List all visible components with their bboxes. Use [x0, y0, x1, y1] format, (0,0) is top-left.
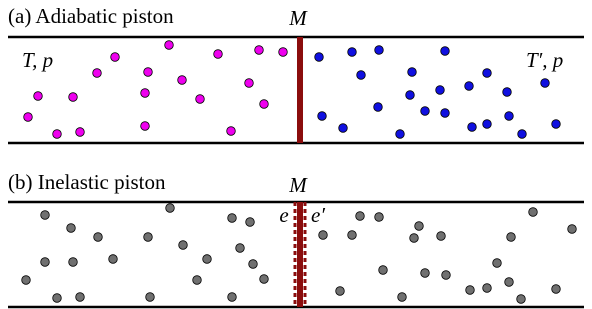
restitution-label: e: [279, 203, 288, 227]
particle: [144, 233, 153, 242]
piston: [297, 37, 303, 143]
particle: [375, 213, 384, 222]
particle: [260, 275, 269, 284]
particle: [468, 123, 477, 132]
particle: [336, 287, 345, 296]
particle: [69, 93, 78, 102]
particle: [421, 269, 430, 278]
particle: [507, 233, 516, 242]
particle: [379, 266, 388, 275]
particle: [144, 68, 153, 77]
particle: [214, 50, 223, 59]
particle: [441, 47, 450, 56]
particle: [374, 103, 383, 112]
particle: [179, 241, 188, 250]
particle: [552, 120, 561, 129]
particle: [410, 234, 419, 243]
particle: [22, 276, 31, 285]
particle: [465, 82, 474, 91]
particle: [356, 212, 365, 221]
particles: [24, 41, 561, 139]
restitution-label: e′: [311, 203, 325, 227]
particle: [408, 68, 417, 77]
particle: [483, 120, 492, 129]
particle: [339, 124, 348, 133]
particle: [228, 214, 237, 223]
particle: [541, 79, 550, 88]
particle: [53, 294, 62, 303]
particle: [227, 127, 236, 136]
particle: [466, 286, 475, 295]
particle: [193, 276, 202, 285]
particle: [196, 95, 205, 104]
particle: [348, 48, 357, 57]
particle: [415, 222, 424, 231]
particle: [53, 130, 62, 139]
particle: [441, 109, 450, 118]
particle: [421, 107, 430, 116]
particle: [348, 231, 357, 240]
particle: [141, 122, 150, 131]
particle: [318, 112, 327, 121]
particle: [442, 271, 451, 280]
state-label: T, p: [22, 48, 53, 72]
particle: [41, 258, 50, 267]
piston-label: M: [288, 173, 308, 197]
particle: [69, 258, 78, 267]
particle: [76, 128, 85, 137]
particle: [165, 41, 174, 50]
particle: [249, 260, 258, 269]
particle: [437, 232, 446, 241]
particle: [357, 71, 366, 80]
particle: [236, 244, 245, 253]
particle: [375, 46, 384, 55]
particle: [503, 88, 512, 97]
particle: [552, 285, 561, 294]
particle: [517, 295, 526, 304]
particle: [529, 208, 538, 217]
particle: [166, 204, 175, 213]
particle: [568, 225, 577, 234]
piston: [297, 202, 303, 307]
particle: [146, 293, 155, 302]
particle: [398, 293, 407, 302]
particle: [483, 69, 492, 78]
particle: [246, 218, 255, 227]
panel-title: (a) Adiabatic piston: [8, 4, 174, 28]
particle: [315, 53, 324, 62]
particle: [483, 284, 492, 293]
particle: [245, 79, 254, 88]
particle: [111, 53, 120, 62]
particle: [228, 293, 237, 302]
particle: [203, 255, 212, 264]
state-label: T′, p: [526, 48, 563, 72]
particle: [396, 130, 405, 139]
panel-title: (b) Inelastic piston: [8, 170, 166, 194]
particle: [93, 69, 102, 78]
particle: [109, 255, 118, 264]
particle: [67, 224, 76, 233]
particle: [518, 130, 527, 139]
particle: [34, 92, 43, 101]
particle: [24, 113, 33, 122]
particle: [255, 46, 264, 55]
particle: [493, 259, 502, 268]
particle: [406, 91, 415, 100]
particle: [41, 211, 50, 220]
diagram: (a) Adiabatic piston M T, p T′, p (b) In…: [0, 0, 592, 309]
particle: [260, 100, 269, 109]
particle: [319, 231, 328, 240]
particle: [505, 278, 514, 287]
particle: [178, 76, 187, 85]
particle: [141, 89, 150, 98]
piston-label: M: [288, 6, 308, 30]
particle: [76, 293, 85, 302]
particle: [505, 112, 514, 121]
particle: [436, 86, 445, 95]
particle: [279, 48, 288, 57]
particle: [94, 233, 103, 242]
